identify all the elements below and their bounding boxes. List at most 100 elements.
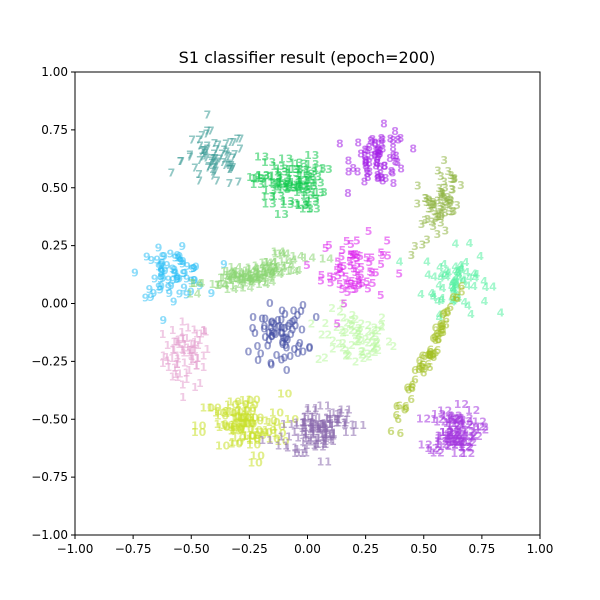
point-label-2: 2 [368, 331, 376, 344]
point-label-12: 12 [451, 428, 466, 441]
point-label-4: 4 [455, 264, 463, 277]
point-label-14: 14 [244, 262, 260, 275]
point-label-6: 6 [434, 333, 442, 346]
point-label-0: 0 [281, 322, 289, 335]
point-label-10: 10 [230, 424, 246, 437]
point-label-12: 12 [449, 414, 464, 427]
point-label-2: 2 [358, 349, 366, 362]
point-label-8: 8 [363, 144, 371, 157]
point-label-9: 9 [155, 280, 163, 293]
point-label-6: 6 [442, 313, 450, 326]
point-label-12: 12 [459, 419, 474, 432]
point-label-8: 8 [397, 132, 405, 145]
point-label-10: 10 [224, 398, 240, 411]
point-label-9: 9 [174, 251, 182, 264]
point-label-13: 13 [275, 178, 290, 191]
point-label-2: 2 [329, 335, 337, 348]
point-label-14: 14 [271, 248, 287, 261]
point-label-7: 7 [196, 140, 204, 153]
point-label-7: 7 [203, 143, 211, 156]
point-label-11: 11 [341, 419, 356, 432]
point-label-11: 11 [322, 435, 337, 448]
point-label-0: 0 [291, 314, 299, 327]
point-label-2: 2 [364, 326, 372, 339]
point-label-1: 1 [183, 332, 191, 345]
point-label-14: 14 [246, 269, 262, 282]
point-label-0: 0 [283, 364, 291, 377]
point-label-9: 9 [187, 285, 195, 298]
point-label-12: 12 [458, 436, 473, 449]
point-label-5: 5 [333, 264, 341, 277]
point-label-6: 6 [439, 324, 447, 337]
point-label-7: 7 [228, 163, 236, 176]
point-label-13: 13 [262, 185, 277, 198]
point-label-8: 8 [381, 160, 389, 173]
point-label-11: 11 [304, 413, 319, 426]
point-label-0: 0 [277, 313, 285, 326]
point-label-6: 6 [435, 329, 443, 342]
point-label-8: 8 [372, 160, 380, 173]
point-label-6: 6 [435, 333, 443, 346]
point-label-4: 4 [464, 299, 472, 312]
point-label-3: 3 [441, 182, 449, 195]
point-label-2: 2 [371, 324, 379, 337]
point-label-4: 4 [463, 266, 471, 279]
y-tick-label: 1.00 [41, 65, 68, 79]
point-label-11: 11 [311, 418, 326, 431]
point-label-12: 12 [468, 430, 483, 443]
point-label-12: 12 [452, 436, 467, 449]
point-label-13: 13 [261, 197, 276, 210]
point-label-0: 0 [258, 313, 266, 326]
point-label-4: 4 [448, 292, 456, 305]
point-label-5: 5 [330, 271, 338, 284]
point-label-5: 5 [358, 277, 366, 290]
x-tick-label: 1.00 [527, 542, 554, 556]
point-label-10: 10 [244, 412, 260, 425]
point-label-1: 1 [194, 352, 202, 365]
point-label-13: 13 [274, 162, 289, 175]
point-label-12: 12 [459, 441, 474, 454]
point-label-3: 3 [432, 212, 440, 225]
point-label-2: 2 [372, 337, 380, 350]
point-label-3: 3 [437, 200, 445, 213]
point-label-12: 12 [434, 432, 449, 445]
point-label-5: 5 [349, 250, 357, 263]
point-label-0: 0 [278, 327, 286, 340]
point-label-7: 7 [211, 152, 219, 165]
x-tick-label: −0.75 [115, 542, 152, 556]
point-label-13: 13 [307, 170, 322, 183]
point-label-12: 12 [447, 410, 462, 423]
point-label-8: 8 [397, 163, 405, 176]
point-label-4: 4 [476, 250, 484, 263]
point-label-1: 1 [182, 367, 190, 380]
point-label-11: 11 [280, 418, 295, 431]
point-label-13: 13 [275, 175, 290, 188]
point-label-3: 3 [428, 198, 436, 211]
point-label-3: 3 [440, 154, 448, 167]
point-label-7: 7 [198, 145, 206, 158]
point-label-0: 0 [270, 327, 278, 340]
point-label-3: 3 [450, 173, 458, 186]
point-label-13: 13 [274, 181, 289, 194]
point-label-11: 11 [322, 429, 337, 442]
point-label-11: 11 [302, 425, 317, 438]
point-label-12: 12 [460, 432, 475, 445]
point-label-14: 14 [232, 268, 248, 281]
point-label-14: 14 [223, 265, 239, 278]
point-label-0: 0 [286, 317, 294, 330]
point-label-12: 12 [474, 420, 489, 433]
point-label-3: 3 [413, 198, 421, 211]
point-label-6: 6 [446, 301, 454, 314]
point-label-6: 6 [393, 400, 401, 413]
point-label-11: 11 [299, 417, 314, 430]
point-label-0: 0 [251, 327, 259, 340]
point-label-12: 12 [462, 436, 477, 449]
point-label-2: 2 [355, 322, 363, 335]
point-label-4: 4 [417, 288, 425, 301]
point-label-11: 11 [304, 404, 319, 417]
point-label-12: 12 [434, 430, 449, 443]
point-label-6: 6 [403, 381, 411, 394]
point-label-11: 11 [334, 417, 349, 430]
